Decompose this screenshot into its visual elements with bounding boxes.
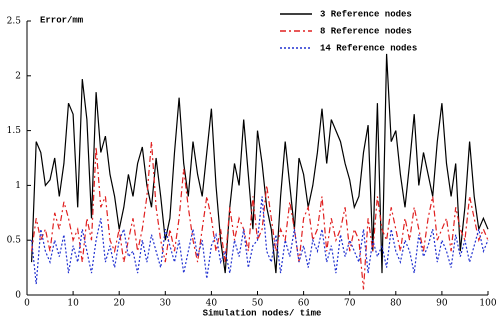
x-tick-label: 60 (298, 299, 310, 309)
y-tick-label: 1 (15, 181, 21, 191)
legend-label: 14 Reference nodes (320, 43, 417, 53)
y-tick-label: 2 (15, 71, 21, 81)
x-tick-label: 10 (67, 299, 79, 309)
y-tick-label: 1.5 (7, 126, 22, 136)
legend-label: 3 Reference nodes (320, 9, 412, 19)
x-tick-label: 70 (344, 299, 356, 309)
x-tick-label: 50 (252, 299, 264, 309)
x-tick-label: 100 (479, 299, 496, 309)
y-tick-label: 0 (15, 291, 21, 301)
data-line (31, 53, 489, 274)
y-axis-label: Error/mm (40, 15, 84, 25)
x-tick-label: 20 (113, 299, 125, 309)
x-tick-label: 40 (206, 299, 218, 309)
x-tick-label: 80 (390, 299, 402, 309)
x-tick-label: 90 (436, 299, 448, 309)
y-tick-label: 2.5 (7, 17, 22, 27)
legend-label: 8 Reference nodes (320, 26, 412, 36)
data-line (31, 141, 489, 290)
data-line (31, 196, 489, 285)
x-tick-label: 30 (160, 299, 172, 309)
x-axis-label: Simulation nodes/ time (203, 308, 322, 318)
x-tick-label: 0 (24, 299, 30, 309)
y-tick-label: 0.5 (7, 236, 22, 246)
